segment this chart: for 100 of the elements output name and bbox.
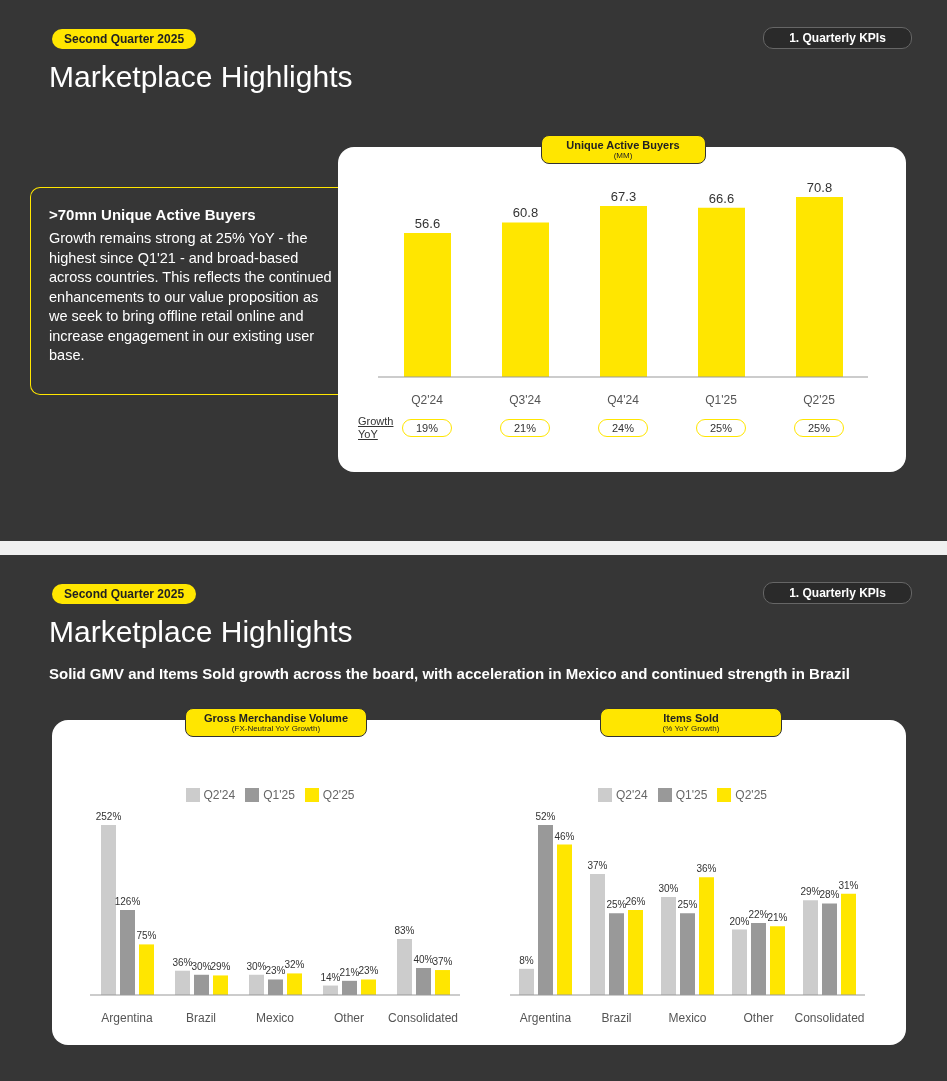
bar: [590, 874, 605, 995]
legend-label: Q2'24: [203, 788, 236, 802]
bar: [841, 893, 856, 995]
bar: [361, 979, 376, 995]
data-label: 66.6: [708, 190, 735, 206]
legend-label: Q1'25: [675, 788, 708, 802]
bar: [397, 939, 412, 995]
x-tick-label: Argentina: [101, 1010, 154, 1025]
chart-title: Items Sold: [662, 712, 720, 724]
chart-title: Unique Active Buyers: [565, 139, 681, 151]
text: Marketplace Highlights: [49, 60, 353, 94]
text: >70mn Unique Active Buyers: [49, 206, 257, 223]
bar: [796, 197, 843, 377]
text: Growth remains strong at 25% YoY - the highest since Q1'21 - and broad-based across countries. This reflects the continued enhancements to our value proposition as we seek to bring offline retail online and increase engagement in our existing user base.: [49, 229, 333, 365]
bar: [213, 975, 228, 995]
text: Solid GMV and Items Sold growth across the board, with acceleration in Mexico and continued strength in Brazil: [49, 665, 850, 682]
x-tick-label: Consolidated: [387, 1010, 459, 1025]
data-label: 83%: [394, 925, 415, 937]
bar: [404, 233, 451, 377]
x-tick-label: Q1'25: [705, 392, 738, 407]
x-tick-label: Argentina: [519, 1010, 572, 1025]
chart-subtitle: (FX-Neutral YoY Growth): [230, 724, 322, 733]
legend-label: Q2'25: [735, 788, 767, 802]
bar: [435, 970, 450, 995]
text: 1. Quarterly KPIs: [763, 27, 912, 49]
bar: [249, 974, 264, 995]
data-label: 25%: [677, 899, 698, 911]
text: Marketplace Highlights: [49, 615, 353, 649]
text: 21%: [500, 419, 550, 437]
data-label: 37%: [432, 956, 453, 968]
bar: [287, 973, 302, 995]
data-label: 23%: [265, 965, 286, 977]
data-label: 8%: [519, 954, 534, 966]
x-tick-label: Q3'24: [509, 392, 542, 407]
data-label: 36%: [696, 863, 717, 875]
bar: [661, 896, 676, 995]
bar: [101, 825, 116, 995]
data-label: 20%: [729, 915, 750, 927]
data-label: 29%: [800, 886, 821, 898]
chart-subtitle: (% YoY Growth): [661, 724, 721, 733]
x-tick-label: Mexico: [668, 1010, 707, 1025]
text: Second Quarter 2025: [52, 584, 197, 604]
data-label: 30%: [658, 882, 679, 894]
data-label: 29%: [210, 961, 231, 973]
bar: [600, 205, 647, 377]
x-tick-label: Q2'24: [411, 392, 444, 407]
bar: [557, 844, 572, 995]
chart-title: Gross Merchandise Volume: [202, 712, 350, 724]
data-label: 32%: [284, 959, 305, 971]
data-label: 22%: [748, 909, 769, 921]
x-tick-label: Q4'24: [607, 392, 640, 407]
data-label: 37%: [587, 860, 608, 872]
bar: [803, 900, 818, 995]
legend-label: Q1'25: [263, 788, 295, 802]
data-label: 21%: [767, 912, 788, 924]
data-label: 60.8: [512, 205, 539, 221]
text: Growth YoY: [358, 415, 395, 441]
text: 19%: [402, 419, 452, 437]
legend-label: Q2'24: [616, 788, 648, 802]
text: 25%: [696, 419, 746, 437]
data-label: 46%: [554, 830, 575, 842]
bar: [519, 968, 534, 995]
data-label: 36%: [172, 956, 193, 968]
data-label: 14%: [320, 971, 341, 983]
data-label: 26%: [625, 896, 646, 907]
x-tick-label: Brazil: [185, 1010, 217, 1025]
data-label: 31%: [838, 879, 859, 891]
data-label: 52%: [535, 811, 556, 822]
bar: [770, 926, 785, 995]
text: 24%: [598, 419, 648, 437]
bar: [502, 222, 549, 377]
text: Second Quarter 2025: [52, 29, 197, 49]
x-tick-label: Mexico: [255, 1010, 295, 1025]
x-tick-label: Consolidated: [794, 1010, 865, 1025]
data-label: 40%: [413, 954, 434, 966]
x-tick-label: Other: [743, 1010, 774, 1025]
x-tick-label: Q2'25: [803, 392, 836, 407]
legend-label: Q2'25: [322, 788, 355, 802]
data-label: 28%: [819, 889, 840, 901]
x-tick-label: Brazil: [601, 1010, 632, 1025]
bar: [732, 929, 747, 995]
text: 1. Quarterly KPIs: [763, 582, 912, 604]
data-label: 70.8: [806, 180, 833, 195]
x-tick-label: Other: [333, 1010, 365, 1025]
bar: [698, 207, 745, 377]
bar: [699, 877, 714, 995]
data-label: 126%: [114, 896, 141, 907]
data-label: 30%: [191, 960, 212, 972]
data-label: 21%: [339, 966, 360, 978]
bar: [175, 970, 190, 995]
data-label: 75%: [136, 930, 157, 942]
data-label: 30%: [246, 960, 267, 972]
data-label: 67.3: [610, 188, 637, 204]
data-label: 252%: [95, 811, 122, 822]
data-label: 25%: [606, 899, 627, 911]
bar: [628, 910, 643, 995]
data-label: 56.6: [414, 216, 441, 232]
data-label: 23%: [358, 965, 379, 977]
chart-subtitle: (MM): [612, 151, 634, 160]
bar: [139, 944, 154, 995]
